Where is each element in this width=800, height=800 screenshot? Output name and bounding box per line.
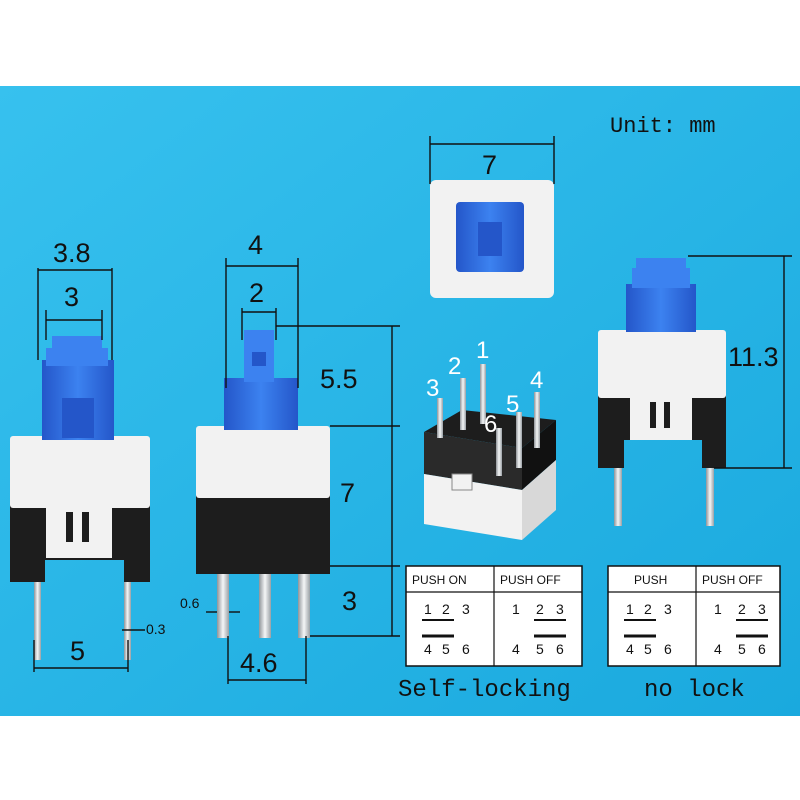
height-pin-left: [614, 460, 622, 526]
nl-c1-bot-5: 5: [644, 641, 652, 657]
dim-top-width: 7: [482, 150, 497, 180]
side-pin-left: [217, 562, 229, 638]
unit-label: Unit: mm: [610, 114, 716, 139]
pin-label-4: 4: [530, 367, 543, 394]
side-pin-mid: [259, 562, 271, 638]
height-dimensions: [688, 255, 792, 469]
sl-c2-bot-5: 5: [536, 641, 544, 657]
front-view-switch: [10, 336, 150, 660]
height-pin-right: [706, 460, 714, 526]
nl-c2-bot-5: 5: [738, 641, 746, 657]
top-dimensions: [429, 136, 555, 184]
pin-4: [534, 392, 540, 448]
front-blue-window: [62, 398, 94, 438]
pin-label-2: 2: [448, 353, 461, 380]
no-lock-caption: no lock: [644, 677, 745, 704]
pin-5: [516, 412, 522, 468]
nl-c1-top-3: 3: [664, 601, 672, 617]
dim-pin-pitch-front: 5: [70, 636, 85, 666]
pin-3: [437, 398, 443, 438]
dim-side-cap-width: 2: [249, 278, 264, 308]
nl-c2-bot-6: 6: [758, 641, 766, 657]
sl-c1-top-3: 3: [462, 601, 470, 617]
pin-6: [496, 428, 502, 476]
side-white-body: [196, 426, 330, 498]
dim-total-height: 11.3: [728, 342, 779, 372]
sl-c1-bot-5: 5: [442, 641, 450, 657]
pin-view-switch: [424, 364, 556, 540]
side-black-base: [196, 492, 330, 574]
no-lock-table: PUSH PUSH OFF 1 2 3 4 5 6 1 2 3 4 5 6: [607, 565, 781, 667]
height-slot-block: [630, 394, 692, 440]
self-locking-col2-header: PUSH OFF: [500, 573, 561, 587]
pin-view-black-side: [522, 420, 556, 490]
dim-pin-width: 0.6: [180, 595, 200, 611]
dim-side-body-width: 4: [248, 230, 263, 260]
pin-label-3: 3: [426, 375, 439, 402]
front-slot-1: [66, 512, 73, 542]
nl-c2-top-3: 3: [758, 601, 766, 617]
self-locking-table: PUSH ON PUSH OFF 1 2 3 4 5 6 1 2 3 4 5 6: [405, 565, 583, 667]
dim-button-width: 3.8: [53, 238, 91, 268]
front-dimensions: [33, 268, 145, 672]
side-pin-right: [298, 562, 310, 638]
side-view-switch: [196, 330, 330, 638]
nl-c2-top-1: 1: [714, 601, 722, 617]
sl-c1-bot-4: 4: [424, 641, 432, 657]
pin-view-black-body: [424, 410, 556, 448]
sl-c2-top-2: 2: [536, 601, 544, 617]
height-blue-cap: [632, 258, 690, 288]
height-blue-stem: [626, 284, 696, 332]
sl-c2-bot-6: 6: [556, 641, 564, 657]
no-lock-col1-header: PUSH: [634, 573, 667, 587]
top-blue-slot: [478, 222, 502, 256]
nl-c1-top-2: 2: [644, 601, 652, 617]
pin-view-white-side: [522, 460, 556, 540]
sl-c1-top-1: 1: [424, 601, 432, 617]
pin-view-white-front: [424, 474, 522, 540]
no-lock-table-frame: [607, 565, 781, 667]
dim-button-cap: 3: [64, 282, 79, 312]
sl-c2-top-1: 1: [512, 601, 520, 617]
sl-c1-bot-6: 6: [462, 641, 470, 657]
no-lock-col2-header: PUSH OFF: [702, 573, 763, 587]
front-slot-2: [82, 512, 89, 542]
self-locking-col1-header: PUSH ON: [412, 573, 467, 587]
front-pin-right: [124, 572, 131, 660]
self-locking-caption: Self-locking: [398, 677, 571, 704]
front-blue-cap: [46, 336, 108, 366]
nl-c1-top-1: 1: [626, 601, 634, 617]
pin-label-5: 5: [506, 391, 519, 418]
front-pin-left: [34, 572, 41, 660]
dim-pin-pitch-side: 4.6: [240, 648, 278, 678]
nl-c2-bot-4: 4: [714, 641, 722, 657]
dim-body-height: 7: [340, 478, 355, 508]
sl-c1-top-2: 2: [442, 601, 450, 617]
top-view-switch: [430, 180, 554, 298]
pin-view-window: [451, 473, 473, 491]
nl-c1-bot-6: 6: [664, 641, 672, 657]
sl-c2-top-3: 3: [556, 601, 564, 617]
height-slot-1: [650, 402, 656, 428]
pin-2: [460, 378, 466, 430]
dim-cap-height: 5.5: [320, 364, 358, 394]
nl-c2-top-2: 2: [738, 601, 746, 617]
front-white-body: [10, 436, 150, 508]
pin-label-6: 6: [484, 411, 497, 438]
nl-c1-bot-4: 4: [626, 641, 634, 657]
front-slot-block: [46, 500, 112, 558]
pin-1: [480, 364, 486, 424]
side-blue-notch: [252, 352, 266, 366]
dim-pin-thickness: 0.3: [146, 621, 166, 637]
pin-label-1: 1: [476, 337, 489, 364]
sl-c2-bot-4: 4: [512, 641, 520, 657]
side-blue-body: [224, 378, 298, 430]
side-dimensions: [206, 258, 400, 684]
dim-pin-height: 3: [342, 586, 357, 616]
height-view-switch: [598, 258, 726, 526]
height-slot-2: [664, 402, 670, 428]
height-white-body: [598, 330, 726, 398]
